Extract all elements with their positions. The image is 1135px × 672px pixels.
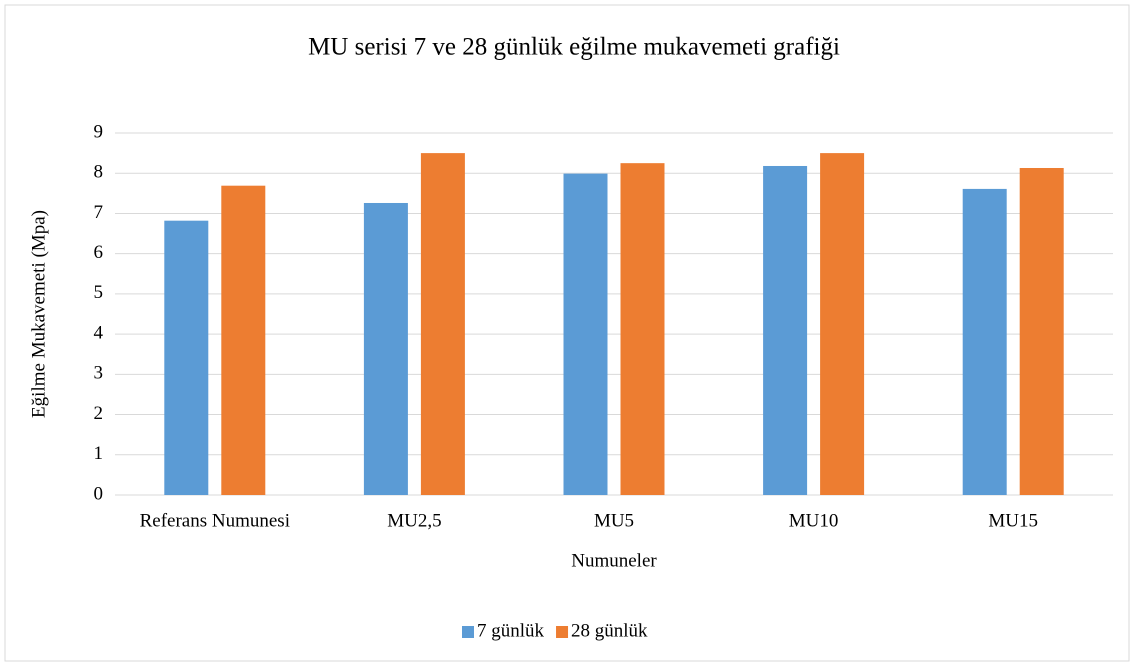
bar <box>763 165 808 495</box>
y-tick-label: 8 <box>94 162 104 183</box>
x-tick-label: MU5 <box>594 510 634 531</box>
y-axis-label: Eğilme Mukavemeti (Mpa) <box>28 210 49 418</box>
bar <box>620 163 665 495</box>
x-tick-label: MU15 <box>988 510 1038 531</box>
bar <box>420 153 465 495</box>
x-tick-label: MU10 <box>789 510 839 531</box>
x-axis-label: Numuneler <box>571 550 657 571</box>
y-tick-label: 3 <box>94 363 104 384</box>
y-tick-label: 7 <box>94 202 104 223</box>
legend-label: 7 günlük <box>477 620 545 641</box>
x-tick-label: Referans Numunesi <box>140 510 290 531</box>
bar <box>1019 167 1064 495</box>
x-tick-label: MU2,5 <box>387 510 441 531</box>
bar <box>962 188 1007 496</box>
bar <box>221 185 266 496</box>
y-tick-label: 0 <box>94 483 104 504</box>
chart-title: MU serisi 7 ve 28 günlük eğilme mukaveme… <box>308 34 840 61</box>
legend-label: 28 günlük <box>571 620 648 641</box>
y-tick-label: 1 <box>94 443 104 464</box>
bar <box>820 153 865 495</box>
y-tick-label: 9 <box>94 121 104 142</box>
y-tick-label: 6 <box>94 242 104 263</box>
bar <box>164 220 209 495</box>
bar <box>363 202 408 495</box>
bar <box>563 173 608 495</box>
legend-swatch <box>556 626 569 638</box>
legend-swatch <box>462 626 474 638</box>
y-tick-label: 2 <box>94 403 104 424</box>
y-tick-label: 5 <box>94 282 104 303</box>
y-tick-label: 4 <box>94 322 104 343</box>
